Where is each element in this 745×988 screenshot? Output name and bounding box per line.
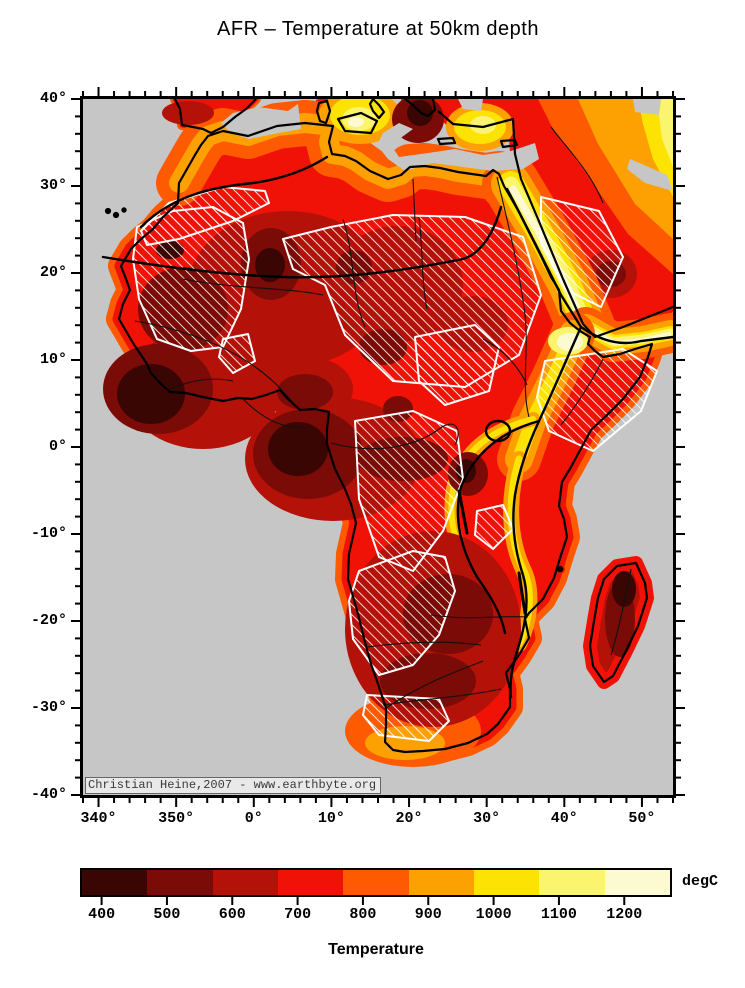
colorbar-tick-label: 1000 xyxy=(475,906,512,923)
x-axis-label: 40° xyxy=(550,810,578,827)
plate-boundaries xyxy=(101,155,673,699)
x-axis-label: 20° xyxy=(395,810,423,827)
colorbar-unit-label: degC xyxy=(682,873,719,890)
map-frame: Christian Heine,2007 - www.earthbyte.org xyxy=(80,96,676,798)
y-axis-label: 0° xyxy=(48,438,67,455)
attribution-box: Christian Heine,2007 - www.earthbyte.org xyxy=(85,777,382,794)
figure-title: AFR – Temperature at 50km depth xyxy=(217,18,539,40)
coastlines xyxy=(104,99,673,754)
y-axis-label: 10° xyxy=(39,351,67,368)
colorbar-tick-label: 400 xyxy=(88,906,116,923)
x-axis-label: 30° xyxy=(473,810,501,827)
colorbar-segment xyxy=(343,870,409,895)
y-axis-label: 40° xyxy=(39,90,67,107)
x-axis-label: 340° xyxy=(80,810,117,827)
craton-hatching xyxy=(132,186,658,742)
x-axis-label: 0° xyxy=(244,810,263,827)
borders-and-rivers xyxy=(134,126,632,709)
colorbar-title: Temperature xyxy=(328,941,424,958)
colorbar-tick-label: 900 xyxy=(414,906,442,923)
colorbar-segment xyxy=(147,870,213,895)
y-axis-label: 20° xyxy=(39,264,67,281)
colorbar-tick-label: 700 xyxy=(284,906,312,923)
y-axis-label: -20° xyxy=(30,612,67,629)
colorbar xyxy=(80,868,672,897)
colorbar-tick-label: 500 xyxy=(153,906,181,923)
colorbar-segment xyxy=(82,870,148,895)
y-axis-label: -30° xyxy=(30,699,67,716)
colorbar-segment xyxy=(277,870,344,895)
x-axis-label: 350° xyxy=(158,810,195,827)
colorbar-tick-label: 1100 xyxy=(540,906,577,923)
y-axis-label: 30° xyxy=(39,177,67,194)
y-axis-label: -40° xyxy=(30,786,67,803)
colorbar-segment xyxy=(473,870,540,895)
colorbar-segment xyxy=(408,870,474,895)
colorbar-segment xyxy=(604,870,670,895)
x-axis-label: 50° xyxy=(628,810,656,827)
colorbar-segment xyxy=(539,870,605,895)
colorbar-tick-label: 1200 xyxy=(606,906,643,923)
colorbar-segment xyxy=(212,870,278,895)
y-axis-label: -10° xyxy=(30,525,67,542)
x-axis-label: 10° xyxy=(317,810,345,827)
colorbar-tick-label: 600 xyxy=(218,906,246,923)
africa-temperature-map xyxy=(83,99,673,795)
colorbar-tick-label: 800 xyxy=(349,906,377,923)
